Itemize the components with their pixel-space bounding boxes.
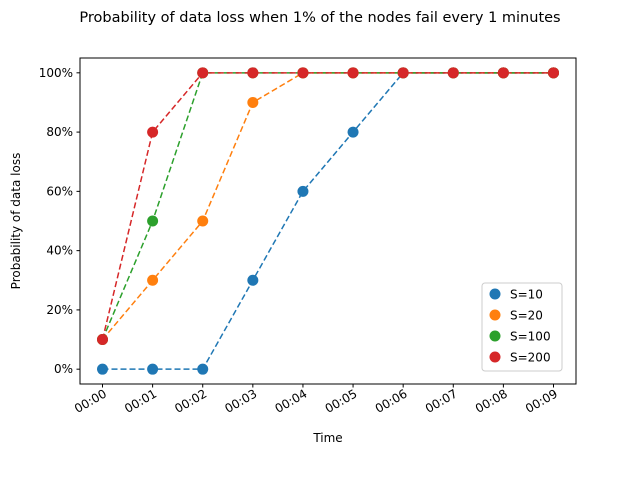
legend-label: S=10 (510, 288, 543, 302)
data-point (97, 334, 108, 346)
legend-label: S=100 (510, 330, 551, 344)
data-point (97, 363, 108, 375)
x-tick-label: 00:06 (373, 386, 410, 415)
x-tick-label: 00:08 (473, 386, 510, 415)
legend-marker (489, 330, 501, 342)
legend-box (481, 282, 563, 372)
data-point (447, 67, 459, 79)
legend-marker (489, 288, 501, 300)
legend-marker (489, 351, 501, 363)
legend-label: S=20 (510, 309, 543, 323)
data-point (147, 215, 159, 227)
data-point (347, 67, 359, 79)
data-point (497, 67, 509, 79)
y-tick-label: 80% (46, 125, 73, 139)
x-tick-label: 00:01 (122, 386, 159, 415)
legend: S=10 S=20 S=100 S=200 (481, 282, 563, 372)
x-tick-label: 00:02 (172, 386, 209, 415)
series-layer (97, 67, 559, 375)
y-tick-label: 40% (46, 244, 73, 258)
plot-area (79, 57, 577, 385)
data-point (247, 274, 259, 286)
data-point (197, 67, 209, 79)
y-axis-label: Probability of data loss (9, 153, 23, 290)
data-point (548, 67, 559, 79)
x-tick-label: 00:03 (222, 386, 259, 415)
y-tick-label: 100% (39, 66, 73, 80)
x-axis-label: Time (312, 431, 342, 445)
x-tick-label: 00:07 (423, 386, 460, 415)
data-point (147, 126, 159, 138)
data-point (247, 67, 259, 79)
data-point (147, 274, 159, 286)
legend-marker (489, 309, 501, 321)
x-tick-label: 00:04 (272, 386, 309, 415)
data-point (397, 67, 409, 79)
data-point (197, 363, 209, 375)
data-point (247, 96, 259, 108)
legend-label: S=200 (510, 351, 551, 365)
y-tick-label: 0% (54, 362, 73, 376)
y-tick-label: 20% (46, 303, 73, 317)
y-tick-label: 60% (46, 184, 73, 198)
x-tick-label: 00:05 (323, 386, 360, 415)
chart-title: Probability of data loss when 1% of the … (79, 10, 560, 26)
data-point (147, 363, 159, 375)
data-point (297, 67, 309, 79)
data-point (297, 185, 309, 197)
x-axis: 00:00 00:01 00:02 00:03 00:04 00:05 00:06 00:07… (72, 384, 560, 416)
series-line (101, 72, 554, 340)
x-tick-label: 00:09 (523, 386, 560, 415)
x-tick-label: 00:00 (72, 386, 109, 415)
y-axis: 0% 20% 40% 60% 80% 100% (39, 66, 80, 376)
data-point (197, 215, 209, 227)
data-point (347, 126, 359, 138)
